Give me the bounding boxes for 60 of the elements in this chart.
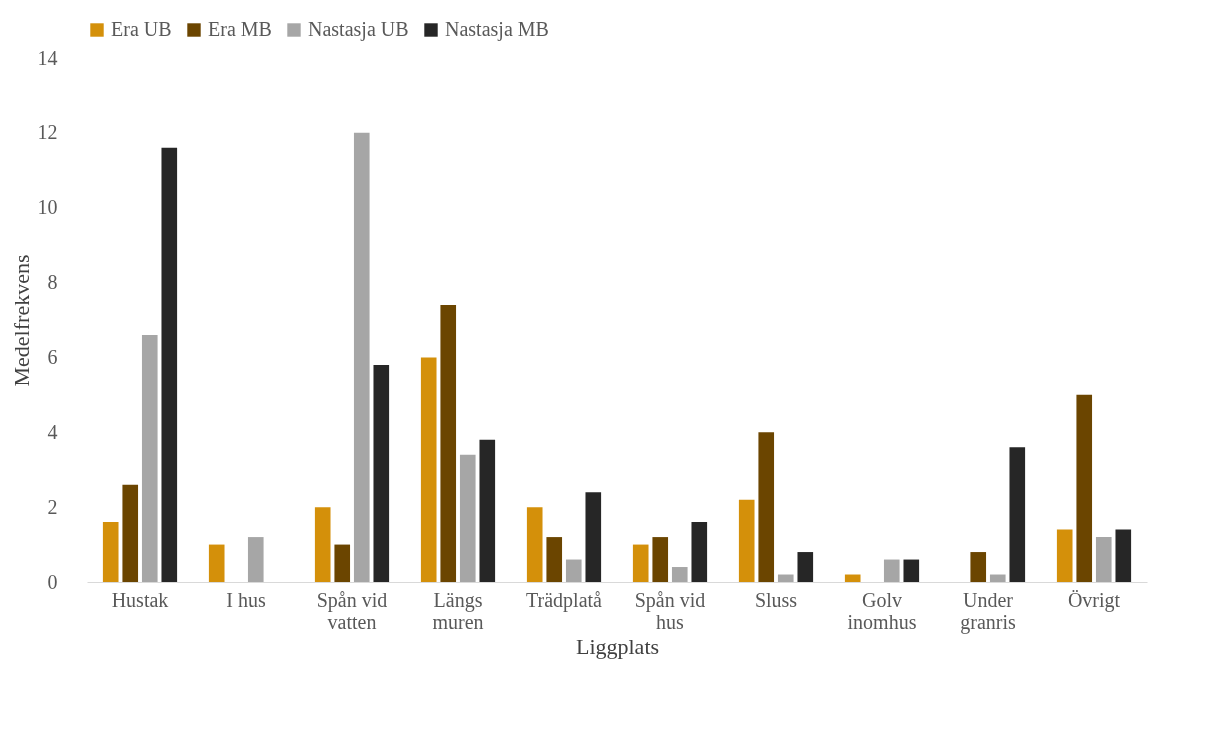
bar: [1095, 537, 1112, 582]
bar: [652, 537, 669, 582]
legend-label: Era MB: [208, 18, 272, 40]
bar: [738, 499, 755, 582]
y-tick-label: 0: [47, 570, 58, 593]
legend-label: Nastasja UB: [308, 18, 409, 41]
y-axis-title: Medelfrekvens: [8, 254, 34, 387]
x-tick-label: Under granris: [960, 588, 1016, 634]
y-tick-label: 8: [47, 271, 58, 294]
x-tick-label: Hustak: [111, 588, 169, 611]
x-tick-label: Golv inomhus: [847, 588, 917, 633]
bar: [691, 522, 708, 582]
x-tick-label: Trädplatå: [526, 588, 603, 612]
bar: [777, 574, 794, 582]
bar: [353, 132, 370, 582]
bar: [334, 544, 351, 582]
bar: [1009, 447, 1026, 582]
legend-label: Nastasja MB: [445, 18, 549, 41]
bar: [420, 357, 437, 582]
bar: [1076, 394, 1093, 582]
bar: [989, 574, 1006, 582]
bar: [141, 334, 158, 582]
bar: [844, 574, 861, 582]
y-tick-label: 12: [37, 121, 58, 144]
bar: [632, 544, 649, 582]
legend-label: Era UB: [111, 18, 172, 40]
bar: [526, 507, 543, 582]
bar: [440, 305, 457, 582]
bar: [373, 364, 390, 582]
bar: [1115, 529, 1132, 582]
bar: [122, 484, 139, 582]
bar: [161, 147, 178, 582]
x-tick-label: Längs muren: [432, 588, 484, 633]
bar: [758, 432, 775, 582]
y-tick-label: 4: [47, 420, 58, 443]
x-tick-label: Spån vid vatten: [316, 588, 388, 633]
bar: [314, 507, 331, 582]
bar: [102, 522, 119, 582]
bar: [970, 552, 987, 582]
y-tick-label: 2: [47, 495, 58, 518]
bar: [903, 559, 920, 582]
bar: [479, 439, 496, 582]
y-tick-label: 6: [47, 345, 58, 368]
bar: [247, 537, 264, 582]
bar: [671, 567, 688, 582]
bar: [883, 559, 900, 582]
bar: [208, 544, 225, 582]
x-tick-label: Övrigt: [1067, 588, 1121, 612]
y-tick-label: 14: [37, 46, 58, 69]
x-tick-label: Spån vid hus: [634, 588, 706, 633]
x-tick-label: Sluss: [754, 588, 798, 611]
bar: [546, 537, 563, 582]
bar: [585, 492, 602, 582]
bar: [459, 454, 476, 582]
bar: [1056, 529, 1073, 582]
x-tick-label: I hus: [226, 588, 266, 611]
bar: [565, 559, 582, 582]
x-axis-title: Liggplats: [575, 633, 660, 659]
bar: [797, 552, 814, 582]
y-tick-label: 10: [37, 196, 58, 219]
